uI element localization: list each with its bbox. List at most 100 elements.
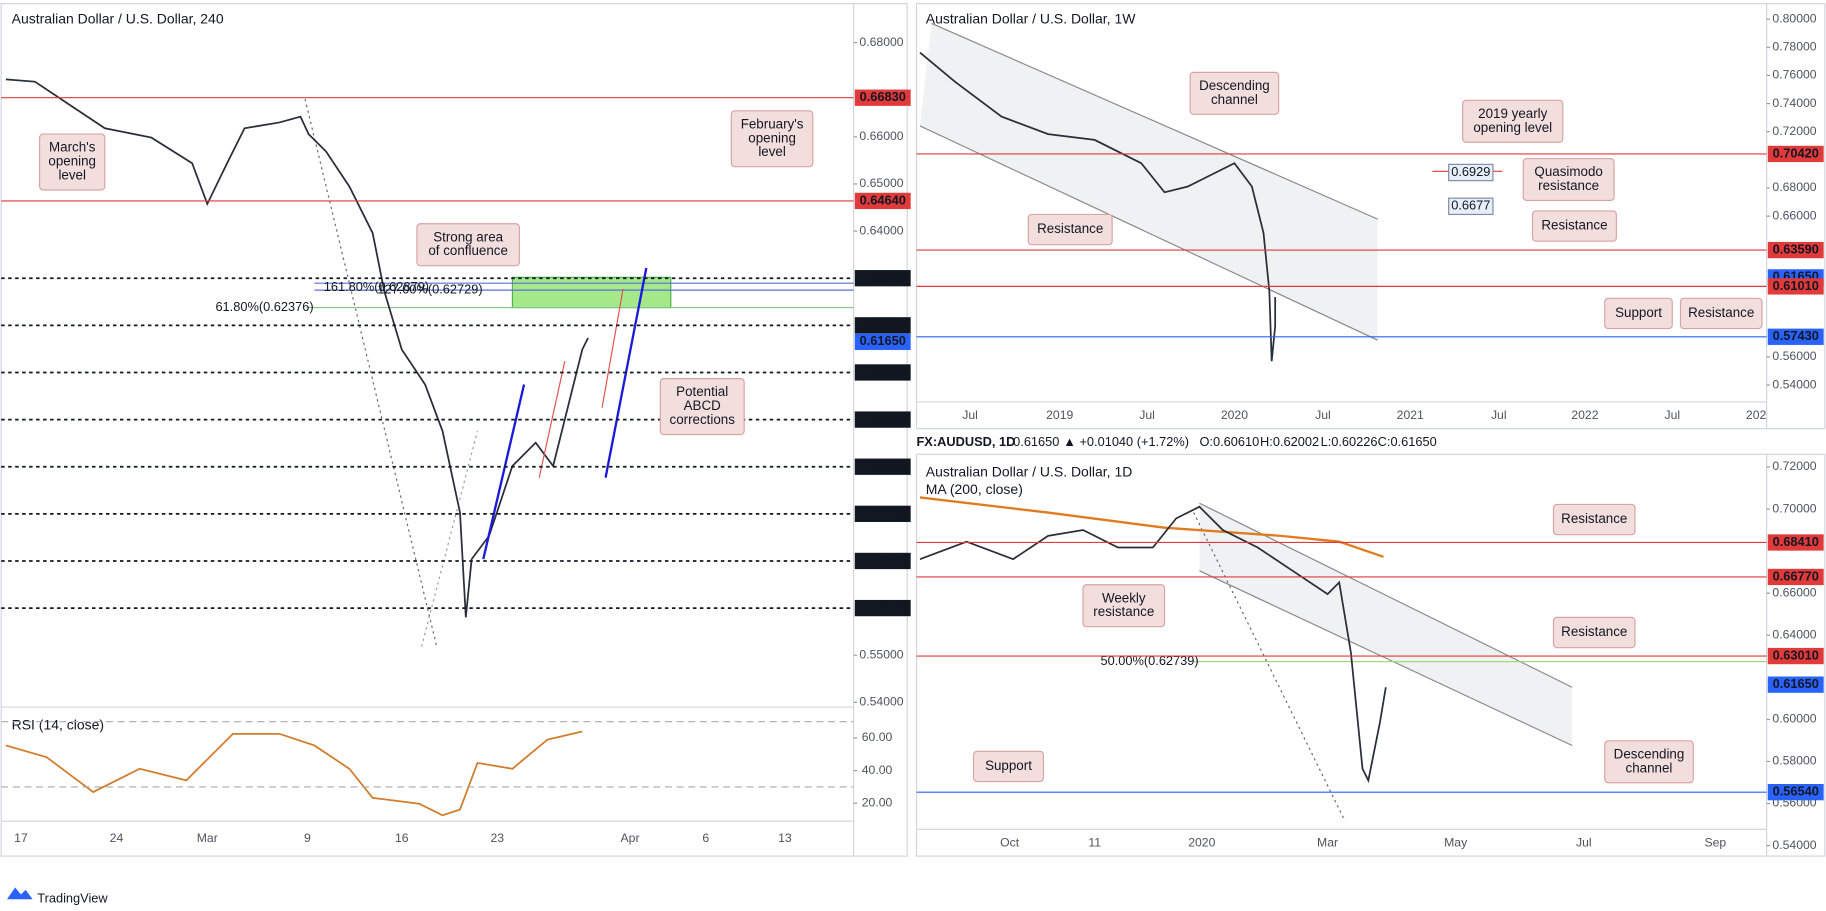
price-tag [1767, 534, 1824, 551]
y-tick-label: 40.00 [862, 763, 893, 777]
chart-title: Australian Dollar / U.S. Dollar, 1W [926, 11, 1136, 27]
y-tick-label: 0.76000 [1772, 68, 1816, 82]
chart-subtitle: MA (200, close) [926, 481, 1023, 497]
callout-text: opening [748, 130, 796, 145]
level-box [1448, 197, 1494, 216]
channel-line [931, 22, 1378, 220]
chart-title: Australian Dollar / U.S. Dollar, 240 [12, 11, 224, 27]
price-tag [1767, 328, 1824, 345]
y-tick-label: 0.68000 [859, 35, 903, 49]
y-tick-label: 0.54000 [1772, 838, 1816, 852]
callout-text: of confluence [428, 243, 508, 258]
y-tick-label: 0.54000 [859, 695, 903, 709]
price-tag [1767, 278, 1824, 295]
callout-text: opening level [1473, 120, 1552, 135]
y-tick-label: 0.66000 [859, 129, 903, 143]
callout-text: Descending [1614, 746, 1685, 761]
price-tag-label: 0.63010 [1773, 647, 1819, 662]
low: L:0.60226 [1321, 434, 1378, 449]
x-tick-label: Jul [1315, 408, 1331, 422]
callout-text: corrections [670, 412, 736, 427]
callout-text: level [758, 144, 786, 159]
callout-text: channel [1211, 92, 1258, 107]
callout-text: Support [985, 758, 1032, 773]
callout-text: March's [49, 140, 96, 155]
level-box-label: 0.6677 [1451, 198, 1490, 213]
price-tag [1767, 568, 1824, 586]
x-tick-label: Jul [1664, 408, 1680, 422]
callout [1027, 213, 1113, 246]
x-tick-label: 2021 [1397, 408, 1424, 422]
price-tag-label: 0.58000 [860, 505, 906, 520]
channel-fill [1199, 503, 1573, 746]
price-tag [1767, 241, 1824, 259]
y-tick-label: 0.72000 [1772, 124, 1816, 138]
x-tick-label: Jul [1576, 836, 1592, 850]
callout [1604, 740, 1694, 784]
callout [1679, 297, 1763, 330]
callout-text: channel [1626, 760, 1673, 775]
y-tick-label: 0.65000 [859, 176, 903, 190]
price-tag [854, 505, 911, 522]
x-tick-label: Jul [962, 408, 978, 422]
callout-text: level [58, 168, 86, 183]
price-tag-label: 0.61650 [1773, 676, 1819, 691]
x-tick-label: 23 [490, 831, 504, 845]
x-tick-label: 2022 [1571, 408, 1598, 422]
price-tag [854, 458, 911, 475]
callout-text: February's [741, 116, 804, 131]
x-tick-label: Sep [1704, 836, 1726, 850]
price-tag-label: 0.57430 [1773, 328, 1819, 343]
price-tag [854, 411, 911, 428]
price-tag-label: 0.56540 [1773, 784, 1819, 799]
fib-label: 50.00%(0.62739) [1100, 653, 1198, 668]
callout-text: Potential [676, 384, 728, 399]
callout-text: 2019 yearly [1478, 106, 1547, 121]
callout [1082, 584, 1166, 628]
price-tag-label: 0.63000 [860, 270, 906, 285]
price-tag-label: 0.60000 [860, 411, 906, 426]
trend-line [421, 430, 479, 647]
callout [1552, 503, 1636, 536]
fib-label: 127.00%(0.62729) [377, 282, 482, 297]
y-tick-label: 0.74000 [1772, 96, 1816, 110]
price-path [5, 78, 589, 618]
price-tag-label: 0.63590 [1773, 241, 1819, 256]
price-tag-label: 0.64640 [860, 192, 906, 207]
price-tag [854, 192, 911, 210]
chart-title: Australian Dollar / U.S. Dollar, 1D [926, 464, 1133, 480]
x-tick-label: 16 [395, 831, 409, 845]
price-tag-label: 0.66770 [1773, 568, 1819, 583]
x-tick-label: Apr [621, 831, 640, 845]
x-tick-label: 2020 [1188, 836, 1215, 850]
callout [1522, 157, 1615, 202]
price-tag-label: 0.61650 [860, 333, 906, 348]
price-tag [1767, 145, 1824, 163]
level-box [1448, 163, 1494, 182]
y-tick-label: 0.58000 [1772, 754, 1816, 768]
indicator-title: RSI (14, close) [12, 716, 104, 732]
callout-text: Resistance [1561, 624, 1627, 639]
price-tag [854, 364, 911, 381]
y-tick-label: 0.80000 [1772, 11, 1816, 25]
close: C:0.61650 [1378, 434, 1437, 449]
x-tick-label: 24 [110, 831, 124, 845]
callout [1189, 71, 1280, 115]
callout-text: opening [48, 154, 96, 169]
ma-line [919, 496, 1384, 558]
callout-text: Descending [1199, 78, 1270, 93]
callout-text: Resistance [1688, 305, 1754, 320]
callout [1462, 99, 1564, 143]
callout-text: resistance [1093, 604, 1154, 619]
price-tag-label: 0.62000 [860, 317, 906, 332]
price-tag [854, 552, 911, 570]
x-tick-label: Mar [197, 831, 218, 845]
trend-line [1193, 512, 1346, 822]
price-tag [854, 317, 911, 334]
x-tick-label: 202 [1746, 408, 1767, 422]
trend-line [304, 99, 438, 647]
symbol: FX:AUDUSD, 1D [916, 434, 1015, 449]
channel-fill [919, 23, 1378, 341]
y-tick-label: 20.00 [862, 795, 893, 809]
